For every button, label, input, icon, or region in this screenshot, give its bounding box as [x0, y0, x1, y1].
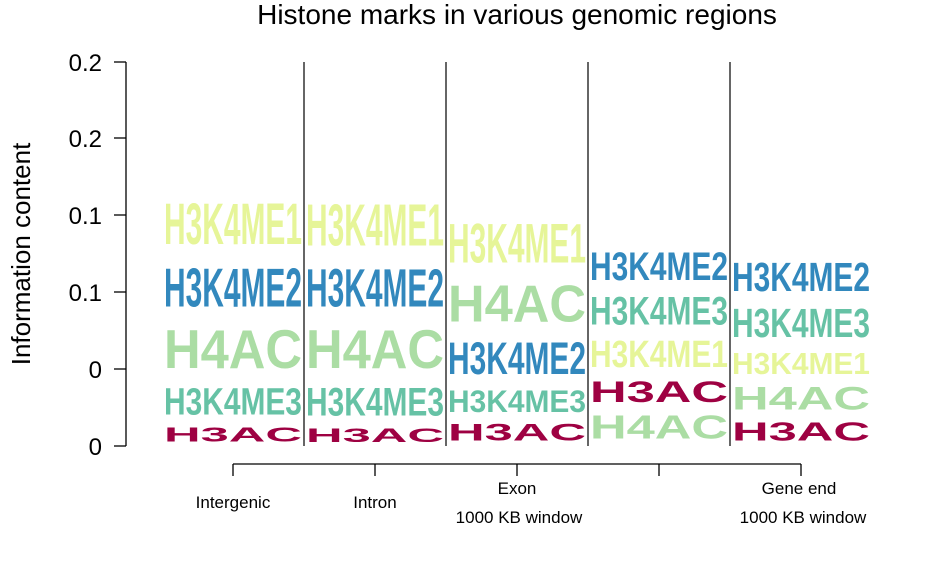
- logo-glyph-h4ac: H4AC: [448, 274, 586, 333]
- logo-glyph-h3k4me2: H3K4ME2: [732, 253, 870, 300]
- logo-glyph-h3k4me2: H3K4ME2: [306, 260, 444, 319]
- x-tick-label-intron: Intron: [353, 493, 396, 512]
- logo-glyph-h3k4me2: H3K4ME2: [164, 258, 302, 319]
- logo-glyph-h3k4me3: H3K4ME3: [448, 383, 586, 419]
- logo-glyph-h4ac: H4AC: [164, 319, 302, 380]
- y-axis-label: Information content: [6, 142, 36, 365]
- y-tick-label: 0.2: [69, 50, 102, 77]
- y-tick-label: 0: [89, 434, 102, 461]
- x-axis: Intergenic Intron Exon 1000 KB window Ge…: [196, 463, 867, 527]
- logo-glyph-h3k4me1: H3K4ME1: [306, 193, 444, 259]
- logo-glyph-h3k4me2: H3K4ME2: [590, 245, 728, 289]
- logo-glyph-h3ac: H3AC: [448, 420, 586, 447]
- logo-glyph-h4ac: H4AC: [732, 381, 870, 417]
- logo-glyph-h3k4me1: H3K4ME1: [448, 214, 586, 275]
- y-tick-label: 0.1: [69, 203, 102, 230]
- x-tick-label-intergenic: Intergenic: [196, 493, 271, 512]
- logo-glyph-h3k4me3: H3K4ME3: [306, 381, 444, 425]
- logo-glyph-h3ac: H3AC: [306, 425, 444, 447]
- logo-glyph-h3k4me1: H3K4ME1: [590, 334, 728, 376]
- logo-glyph-h3k4me3: H3K4ME3: [164, 381, 302, 423]
- x-tick-label-exon: Exon: [498, 479, 537, 498]
- x-tick-label-gene-end: Gene end: [762, 479, 837, 498]
- y-tick-label: 0.2: [69, 126, 102, 153]
- logo-glyph-h4ac: H4AC: [590, 409, 728, 447]
- column-separators: [303, 62, 731, 446]
- y-tick-label: 0.1: [69, 280, 102, 307]
- x-tick-label-exon-window: 1000 KB window: [456, 508, 583, 527]
- logo-glyph-h3k4me1: H3K4ME1: [732, 347, 870, 382]
- y-tick-label: 0: [89, 357, 102, 384]
- logo-glyph-h3ac: H3AC: [732, 417, 870, 446]
- logo-glyph-h3k4me2: H3K4ME2: [448, 334, 586, 385]
- chart-title: Histone marks in various genomic regions: [257, 0, 777, 30]
- logo-glyph-h3k4me3: H3K4ME3: [590, 289, 728, 333]
- logo-stacks: H3ACH3K4ME3H4ACH3K4ME2H3K4ME1H3ACH3K4ME3…: [164, 191, 870, 446]
- logo-glyph-h4ac: H4AC: [306, 319, 444, 380]
- logo-glyph-h3ac: H3AC: [164, 423, 302, 446]
- logo-glyph-h3k4me3: H3K4ME3: [732, 299, 870, 346]
- logo-glyph-h3k4me1: H3K4ME1: [164, 191, 302, 256]
- logo-glyph-h3ac: H3AC: [590, 375, 728, 408]
- y-axis: 0 0 0.1 0.1 0.2 0.2: [69, 50, 127, 461]
- x-tick-label-gene-end-window: 1000 KB window: [740, 508, 867, 527]
